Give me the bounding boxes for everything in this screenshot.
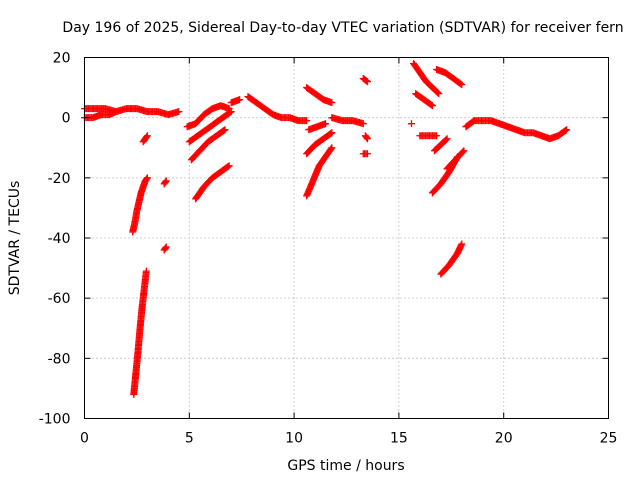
y-tick-label: 0: [62, 111, 71, 127]
data-point: [457, 80, 465, 88]
series-track-f: [160, 177, 170, 188]
data-point: [442, 136, 450, 144]
y-axis-label: SDTVAR / TECUs: [7, 181, 23, 296]
y-tick-label: -20: [48, 171, 71, 187]
data-point: [327, 145, 335, 153]
data-point: [162, 177, 170, 185]
series-track-m: [244, 93, 311, 125]
data-point: [443, 135, 451, 143]
data-point: [225, 162, 233, 170]
data-point: [162, 244, 170, 252]
series-track-u: [361, 132, 371, 143]
data-point: [428, 102, 436, 110]
series-track-q: [305, 120, 330, 134]
data-point: [363, 150, 371, 158]
series-track-c: [129, 174, 151, 236]
data-point: [328, 129, 336, 137]
data-point: [562, 126, 570, 134]
y-tick-label: -60: [48, 291, 71, 307]
data-point: [458, 81, 466, 89]
data-point: [407, 120, 415, 128]
data-point: [162, 243, 170, 251]
data-point: [427, 101, 435, 109]
y-tick-label: -100: [39, 412, 71, 428]
chart-title: Day 196 of 2025, Sidereal Day-to-day VTE…: [62, 20, 623, 36]
data-point: [458, 240, 466, 248]
x-tick-label: 20: [495, 431, 513, 447]
series-track-o: [303, 129, 336, 158]
data-point: [303, 117, 311, 125]
series-track-j: [192, 162, 233, 203]
series-track-t: [359, 150, 371, 158]
series-track-a: [81, 105, 183, 119]
series-track-d: [130, 267, 150, 398]
y-tick-label: -40: [48, 231, 71, 247]
data-point: [359, 120, 367, 128]
data-point: [224, 163, 232, 171]
data-point: [220, 126, 228, 134]
series-track-n: [303, 144, 336, 200]
series-track-s: [359, 75, 371, 86]
data-point: [435, 90, 443, 98]
data-point: [460, 147, 468, 155]
x-tick-label: 25: [600, 431, 618, 447]
data-point: [327, 129, 335, 137]
data-points: [81, 60, 571, 398]
axis-ticks: 0 5 10 15 20 25 20 0 -20 -40 -60 -80 -100: [39, 51, 618, 447]
data-point: [363, 78, 371, 86]
data-point: [363, 134, 371, 142]
data-point: [459, 148, 467, 156]
series-track-e: [139, 132, 151, 146]
data-point: [328, 144, 336, 152]
data-point: [236, 96, 244, 104]
series-track-l: [227, 96, 244, 107]
data-point: [162, 178, 170, 186]
series-track-y: [431, 135, 451, 155]
data-point: [434, 89, 442, 97]
series-track-k: [183, 102, 233, 131]
x-axis-label: GPS time / hours: [287, 458, 404, 474]
series-track-ab: [437, 240, 466, 278]
y-tick-label: 20: [53, 51, 71, 67]
data-point: [363, 135, 371, 143]
series-track-w: [412, 90, 436, 110]
data-point: [225, 105, 233, 113]
data-point: [433, 132, 441, 140]
series-track-v: [410, 60, 443, 98]
data-point: [142, 267, 150, 275]
series-track-ad: [407, 120, 415, 128]
x-tick-label: 0: [80, 431, 89, 447]
data-point: [563, 126, 571, 134]
series-track-p: [303, 84, 336, 107]
series-track-g: [160, 243, 170, 254]
data-point: [143, 175, 151, 183]
series-track-h: [185, 108, 235, 146]
data-point: [143, 132, 151, 140]
series-track-b: [81, 108, 120, 122]
data-point: [226, 108, 234, 116]
data-point: [221, 126, 229, 134]
y-tick-label: -80: [48, 351, 71, 367]
series-track-z: [433, 66, 466, 89]
series-track-x: [416, 132, 441, 140]
x-tick-label: 5: [185, 431, 194, 447]
data-point: [143, 133, 151, 141]
data-point: [328, 99, 336, 107]
x-tick-label: 10: [285, 431, 303, 447]
data-point: [112, 108, 120, 116]
series-track-i: [187, 126, 229, 164]
data-point: [143, 174, 151, 182]
data-point: [175, 108, 183, 116]
series-track-r: [328, 114, 367, 128]
data-point: [322, 120, 330, 128]
data-point: [362, 77, 370, 85]
series-track-ae: [462, 117, 571, 143]
series-track-ac: [443, 147, 468, 173]
x-tick-label: 15: [390, 431, 408, 447]
